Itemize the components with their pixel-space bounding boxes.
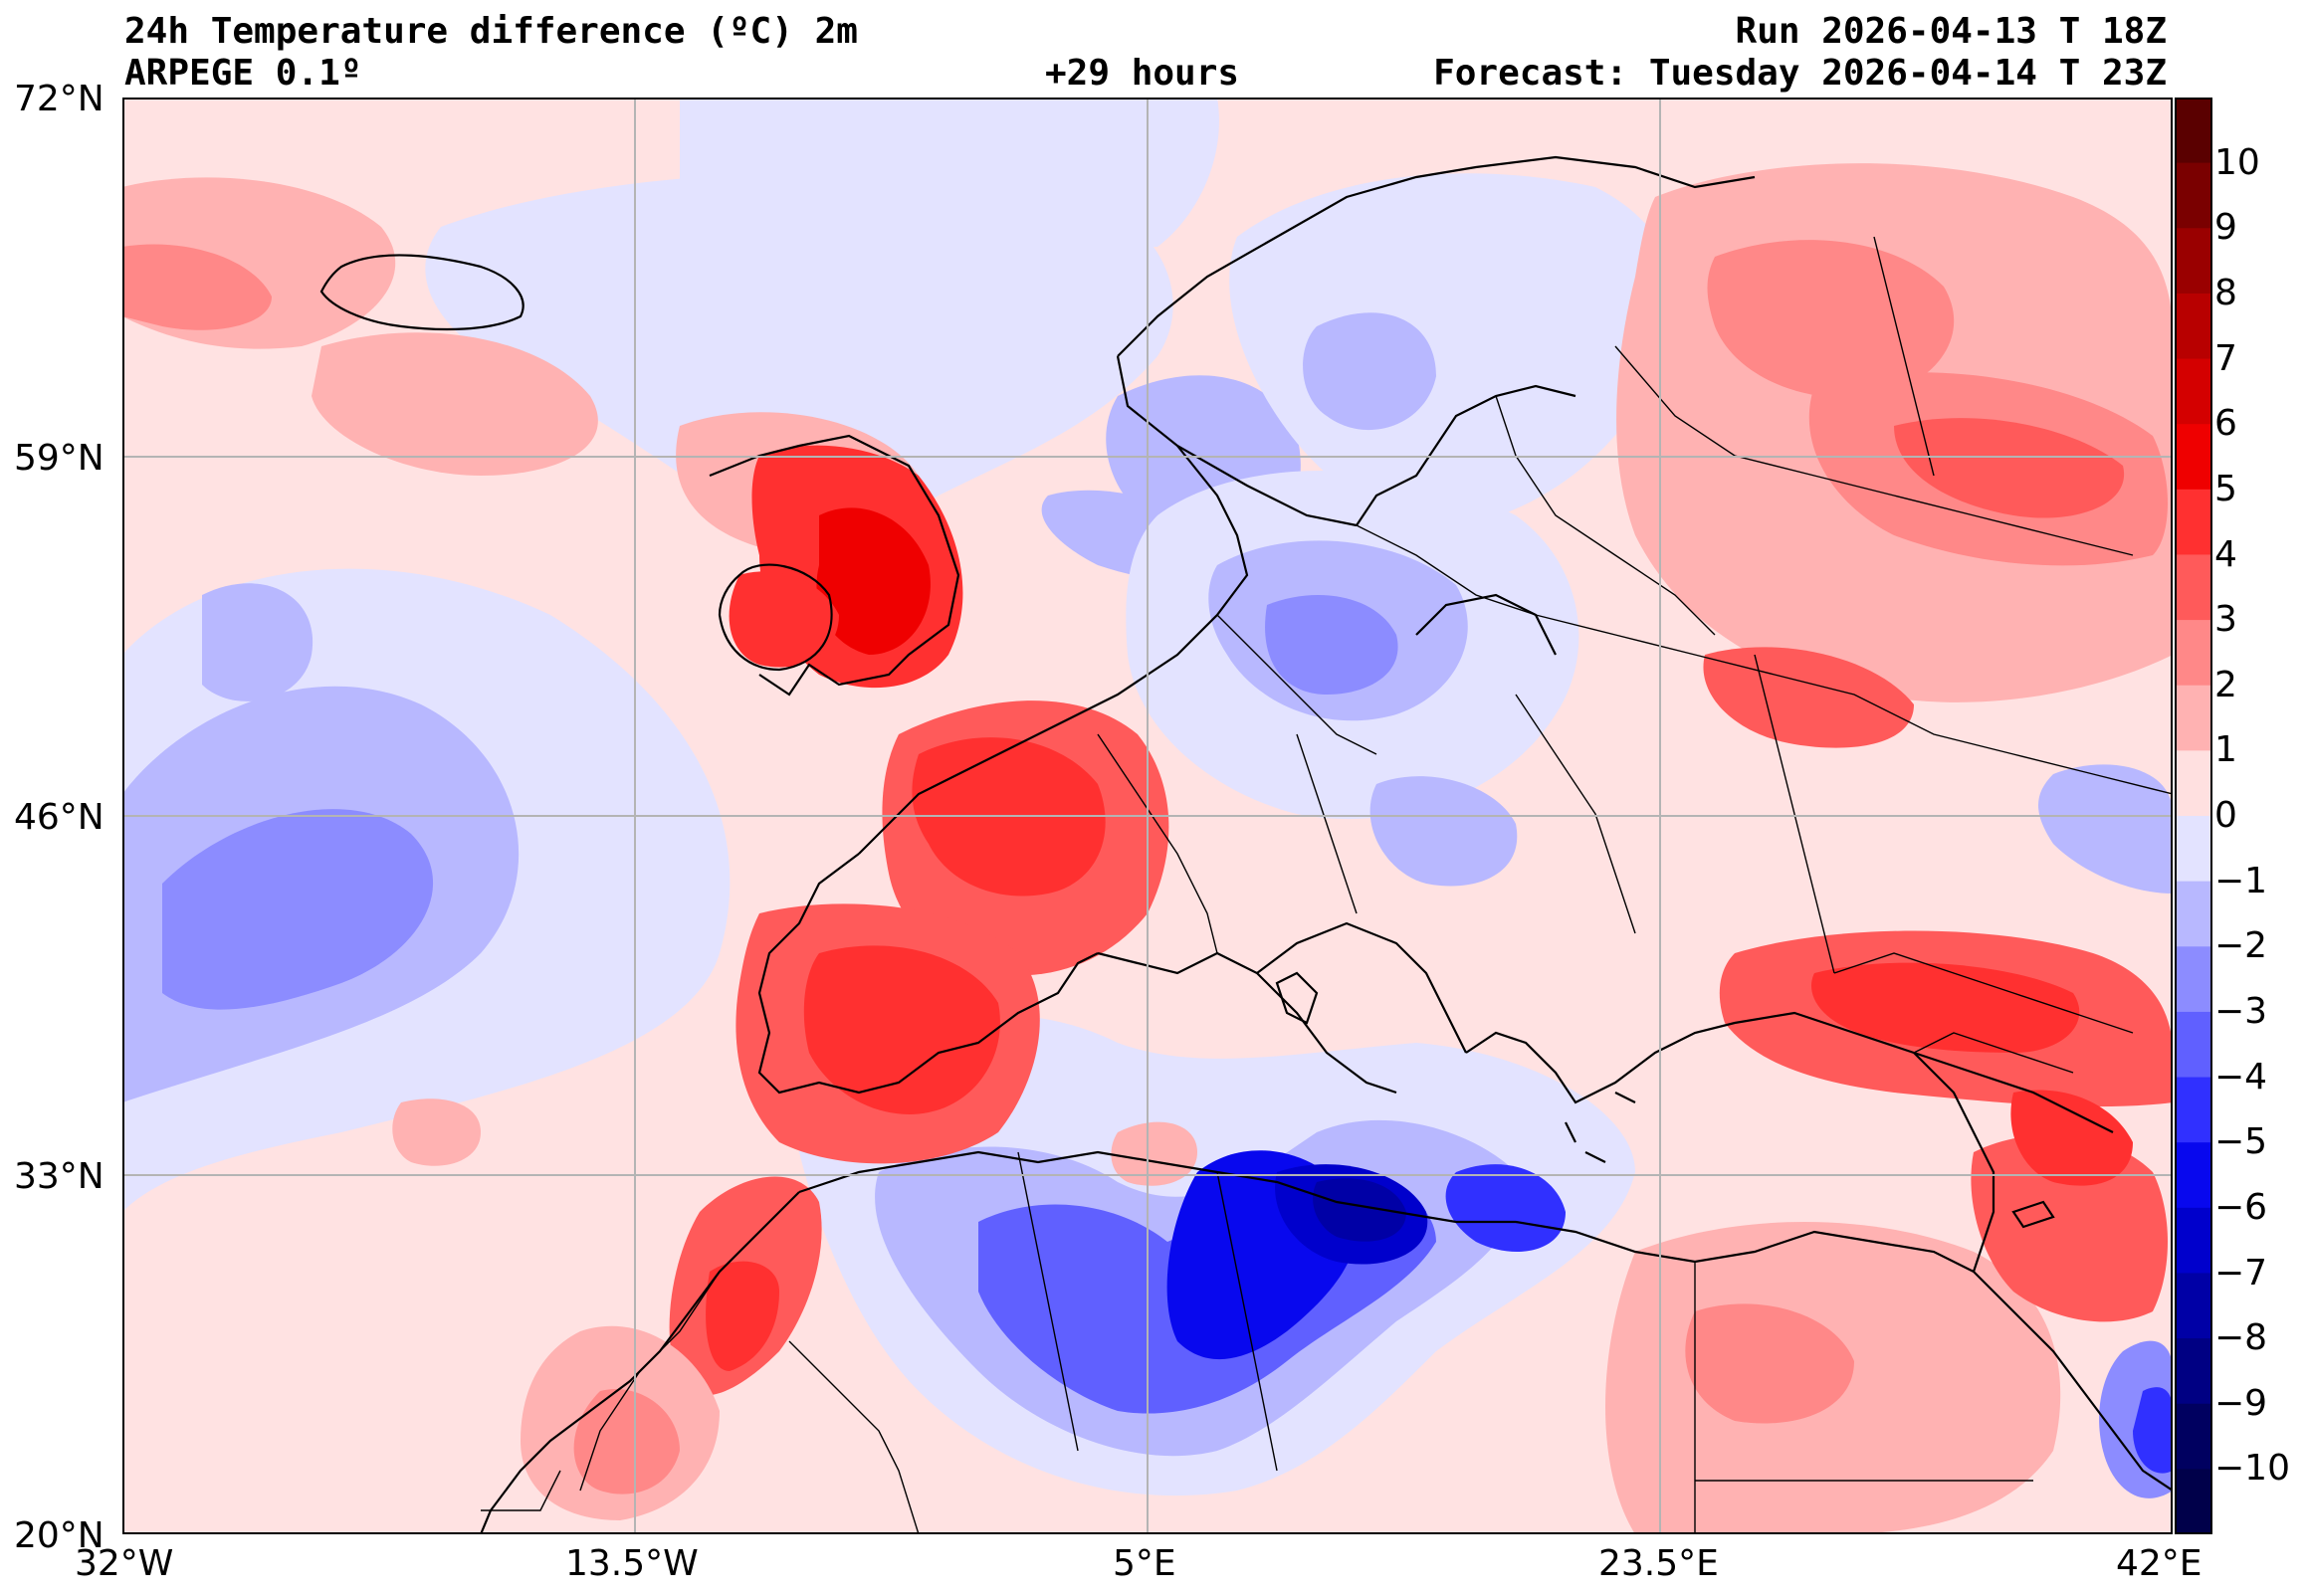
colorbar-segment [2175, 1403, 2212, 1470]
lat-label-33n: 33°N [14, 1156, 105, 1197]
colorbar-segment [2175, 98, 2212, 164]
colorbar-segment [2175, 816, 2212, 883]
colorbar-tick-label: 3 [2214, 599, 2237, 641]
colorbar-segment [2175, 162, 2212, 229]
forecast-label: Forecast: Tuesday 2026-04-14 T 23Z [1433, 53, 2167, 94]
lead-time-label: +29 hours [1045, 53, 1240, 94]
colorbar-tick-label: −8 [2214, 1317, 2268, 1359]
colorbar-segment [2175, 1077, 2212, 1143]
colorbar-tick-label: 10 [2214, 141, 2260, 183]
colorbar-segment [2175, 293, 2212, 360]
map-frame [122, 98, 2173, 1534]
colorbar-segment [2175, 228, 2212, 295]
graticule [122, 98, 2173, 1534]
run-label: Run 2026-04-13 T 18Z [1735, 11, 2167, 52]
colorbar-segment [2175, 1011, 2212, 1079]
colorbar-segment [2175, 358, 2212, 425]
colorbar-tick-label: −2 [2214, 925, 2268, 967]
lon-label-5e: 5°E [1113, 1543, 1176, 1584]
temperature-difference-map [122, 98, 2173, 1534]
colorbar-tick-label: −1 [2214, 860, 2268, 901]
colorbar-tick-label: −5 [2214, 1121, 2268, 1163]
country-borders [481, 236, 2173, 1534]
colorbar-segment [2175, 620, 2212, 687]
colorbar-tick-label: 8 [2214, 272, 2237, 313]
colorbar [2175, 98, 2212, 1534]
colorbar-tick-label: 1 [2214, 729, 2237, 771]
colorbar-segment [2175, 750, 2212, 817]
colorbar-tick-label: −3 [2214, 990, 2268, 1032]
map-title: 24h Temperature difference (ºC) 2m [124, 11, 858, 52]
colorbar-segment [2175, 489, 2212, 556]
colorbar-segment [2175, 1207, 2212, 1275]
colorbar-tick-label: −4 [2214, 1056, 2268, 1097]
colorbar-segment [2175, 1338, 2212, 1405]
colorbar-segment [2175, 685, 2212, 751]
lon-label-13-5w: 13.5°W [565, 1543, 699, 1584]
colorbar-tick-label: 5 [2214, 468, 2237, 509]
colorbar-tick-label: 4 [2214, 533, 2237, 575]
lon-label-42e: 42°E [2116, 1543, 2203, 1584]
colorbar-tick-label: −10 [2214, 1448, 2290, 1490]
colorbar-tick-label: 6 [2214, 403, 2237, 445]
colorbar-tick-label: −6 [2214, 1186, 2268, 1228]
lon-label-23-5e: 23.5°E [1598, 1543, 1719, 1584]
lat-label-46n: 46°N [14, 797, 105, 838]
colorbar-segment [2175, 946, 2212, 1013]
colorbar-segment [2175, 1142, 2212, 1209]
coastlines [319, 155, 2173, 1534]
anomaly-field [122, 98, 2173, 1534]
colorbar-frame [2175, 98, 2212, 1534]
colorbar-segment [2175, 881, 2212, 947]
lat-label-59n: 59°N [14, 438, 105, 479]
colorbar-tick-label: 2 [2214, 664, 2237, 705]
model-label: ARPEGE 0.1º [124, 53, 362, 94]
colorbar-segment [2175, 1273, 2212, 1339]
lat-label-20n: 20°N [14, 1515, 105, 1556]
colorbar-tick-label: −9 [2214, 1382, 2268, 1424]
lon-label-32w: 32°W [75, 1543, 174, 1584]
colorbar-tick-label: 7 [2214, 337, 2237, 379]
lat-label-72n: 72°N [14, 79, 105, 119]
colorbar-segment [2175, 424, 2212, 491]
colorbar-tick-label: −7 [2214, 1252, 2268, 1294]
colorbar-tick-label: 9 [2214, 207, 2237, 249]
colorbar-segment [2175, 1469, 2212, 1534]
colorbar-tick-label: 0 [2214, 795, 2237, 836]
colorbar-segment [2175, 554, 2212, 621]
